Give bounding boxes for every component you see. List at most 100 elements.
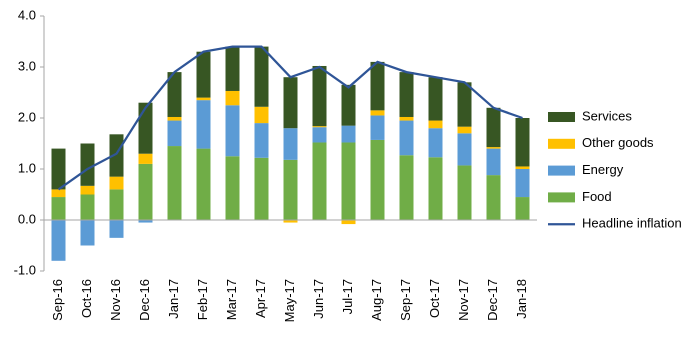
bar-segment [312,126,327,128]
y-tick-label: 0.0 [18,211,36,226]
bar-segment [51,148,66,190]
bar-segment [312,127,327,143]
bar-segment [399,120,414,156]
bar-segment [283,159,298,220]
bar-segment [341,142,356,220]
legend-swatch [548,165,575,176]
bar-segment [428,120,443,129]
bar-segment [399,72,414,117]
x-tick-label: Jul-17 [340,279,355,314]
x-tick-label: Oct-17 [427,279,442,318]
bar-segment [283,77,298,129]
legend-label: Energy [582,162,624,177]
bar-segment [225,46,240,91]
bar-segment [428,157,443,220]
bar-segment [109,176,124,190]
bar-segment [341,125,356,143]
bar-segment [196,148,211,220]
bar-segment [80,194,95,220]
bar-segment [138,220,153,223]
legend-swatch [548,138,575,149]
bar-segment [515,169,530,198]
x-tick-label: Oct-16 [79,279,94,318]
bar-segment [109,220,124,238]
bar-segment [399,155,414,220]
bar-segment [109,134,124,177]
bar-segment [225,105,240,157]
bar-segment [370,115,385,140]
bar-segment [80,220,95,246]
bar-segment [167,72,182,117]
y-tick-label: 4.0 [18,7,36,22]
legend-label: Services [582,108,632,123]
x-tick-label: Apr-17 [253,279,268,318]
bar-segment [51,189,66,198]
bar-segment [486,107,501,148]
x-tick-label: Nov-16 [108,279,123,321]
bar-segment [109,189,124,220]
y-tick-label: 3.0 [18,58,36,73]
bar-segment [457,165,472,220]
bar-segment [51,197,66,220]
bar-segment [370,61,385,111]
x-tick-label: Sep-17 [398,279,413,321]
legend-swatch [548,192,575,203]
x-tick-label: Sep-16 [50,279,65,321]
bar-segment [254,106,269,124]
bar-segment [428,77,443,121]
x-tick-label: Mar-17 [224,279,239,320]
bar-segment [138,153,153,164]
x-tick-label: May-17 [282,279,297,322]
x-tick-label: Jan-18 [514,279,529,319]
x-tick-label: Feb-17 [195,279,210,320]
bar-segment [457,126,472,134]
bar-segment [138,163,153,220]
bar-segment [341,220,356,225]
y-tick-label: 1.0 [18,160,36,175]
line-series [57,45,523,191]
y-tick-label: -1.0 [14,262,36,277]
bar-segment [428,128,443,158]
bar-segment [515,118,530,167]
bar-segment [196,100,211,149]
y-tick-label: 2.0 [18,109,36,124]
x-tick-label: Jun-17 [311,279,326,319]
bar-segment [515,166,530,169]
bar-segment [486,175,501,220]
legend-swatch [548,112,575,122]
bar-segment [167,146,182,220]
bar-segment [225,90,240,106]
legend-label: Other goods [582,135,654,150]
bar-segment [167,116,182,121]
bar-segment [486,148,501,176]
x-tick-label: Aug-17 [369,279,384,321]
bar-segment [80,185,95,195]
bar-segment [312,142,327,220]
legend-label: Headline inflation [582,216,682,231]
x-tick-label: Dec-16 [137,279,152,321]
bar-segment [254,123,269,158]
bar-segment [254,157,269,220]
bar-segment [486,147,501,149]
bar-segment [51,220,66,261]
bar-segment [283,220,298,223]
bar-segment [515,197,530,220]
bar-segment [225,156,240,220]
bar-segment [341,84,356,126]
x-tick-label: Jan-17 [166,279,181,319]
bar-segment [457,82,472,127]
bar-segment [283,128,298,160]
bar-segment [196,97,211,101]
bar-segment [254,46,269,107]
bar-segment [457,133,472,166]
bar-segment [167,120,182,147]
bar-segment [138,102,153,154]
legend-label: Food [582,189,612,204]
bar-segment [312,65,327,127]
bar-segment [196,51,211,98]
bar-segment [80,143,95,186]
bar-segment [399,116,414,121]
x-tick-label: Dec-17 [485,279,500,321]
bar-segment [370,139,385,220]
